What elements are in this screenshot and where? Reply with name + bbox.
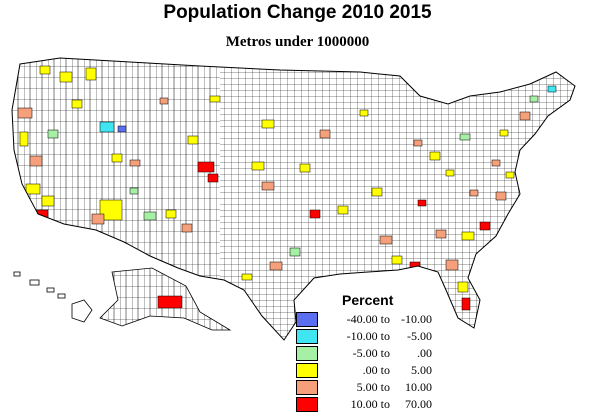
metro-county <box>207 173 219 183</box>
legend-range-low: 10.00 to <box>350 397 390 411</box>
metro-county <box>241 273 253 281</box>
legend-swatch <box>296 380 318 395</box>
metro-county <box>459 133 471 141</box>
legend-item: -10.00 to -5.00 <box>296 329 446 346</box>
legend-item: 5.00 to 10.00 <box>296 380 446 397</box>
metro-county <box>371 187 383 197</box>
map-subtitle: Metros under 1000000 <box>225 34 370 50</box>
metro-county <box>111 153 123 163</box>
metro-county <box>99 199 123 221</box>
metro-county <box>129 187 139 195</box>
legend-range-low: -5.00 to <box>352 346 390 360</box>
legend-range-low: -40.00 to <box>346 312 390 326</box>
legend-swatch <box>296 363 318 378</box>
legend-range-low: 5.00 to <box>356 380 390 394</box>
metro-county <box>299 163 311 173</box>
metro-county <box>445 259 459 271</box>
metro-county <box>71 99 83 109</box>
metro-county <box>117 125 127 133</box>
metro-county <box>187 135 199 145</box>
map-title: Population Change 2010 2015 <box>163 2 432 23</box>
metro-county <box>491 159 501 167</box>
metro-county <box>379 235 393 245</box>
metro-county <box>461 297 471 311</box>
legend-item: 10.00 to 70.00 <box>296 397 446 414</box>
metro-county <box>445 169 455 177</box>
metro-county <box>165 209 177 219</box>
metro-county <box>47 129 59 139</box>
metro-county <box>461 231 475 241</box>
metro-county <box>251 161 265 171</box>
metro-county <box>547 85 557 93</box>
metro-county <box>529 95 539 103</box>
metro-county <box>495 191 507 201</box>
legend-range-high: -10.00 <box>401 312 432 326</box>
metro-county <box>261 119 275 129</box>
legend-range-low: .00 to <box>362 363 390 377</box>
metro-county <box>469 189 479 197</box>
legend-range-high: 5.00 <box>411 363 432 377</box>
metro-county <box>391 255 403 265</box>
metro-county <box>129 159 141 167</box>
metro-county <box>17 107 33 119</box>
metro-county <box>337 205 349 215</box>
metro-county <box>519 111 531 121</box>
legend-range-high: 10.00 <box>405 380 432 394</box>
metro-county <box>143 211 157 221</box>
legend-swatch <box>296 312 318 327</box>
metro-county <box>269 261 283 271</box>
contiguous-us <box>12 58 575 340</box>
legend-range-high: 70.00 <box>405 397 432 411</box>
metro-county <box>413 139 423 147</box>
metro-county <box>289 247 301 257</box>
metro-county <box>309 209 321 219</box>
legend-swatch <box>296 346 318 361</box>
metro-county <box>85 67 97 81</box>
metro-county <box>91 213 105 225</box>
metro-county <box>499 129 509 137</box>
hawaii <box>13 271 93 323</box>
legend-item: -40.00 to -10.00 <box>296 312 446 329</box>
metro-county <box>261 181 275 191</box>
metro-county <box>19 131 29 147</box>
metro-county <box>417 199 427 207</box>
metro-county <box>39 65 51 75</box>
legend-swatch <box>296 329 318 344</box>
metro-county <box>319 129 331 139</box>
metro-county <box>197 161 215 173</box>
legend-title: Percent <box>342 292 394 308</box>
metro-county <box>209 95 221 103</box>
legend-swatch <box>296 397 318 412</box>
metro-county <box>457 281 469 293</box>
metro-county <box>159 97 169 105</box>
metro-county <box>41 195 55 207</box>
legend-item: -5.00 to .00 <box>296 346 446 363</box>
metro-county <box>359 109 369 117</box>
legend-range-high: -5.00 <box>407 329 432 343</box>
metro-county <box>181 223 193 233</box>
legend-range-high: .00 <box>417 346 432 360</box>
metro-county <box>479 221 491 231</box>
legend-item: .00 to 5.00 <box>296 363 446 380</box>
metro-county <box>505 171 515 179</box>
metro-county <box>99 121 115 133</box>
legend-range-low: -10.00 to <box>346 329 390 343</box>
metro-county <box>29 155 43 167</box>
metro-county <box>435 229 447 239</box>
metro-county <box>25 183 41 195</box>
metro-county <box>429 151 441 161</box>
metro-county <box>59 71 73 83</box>
